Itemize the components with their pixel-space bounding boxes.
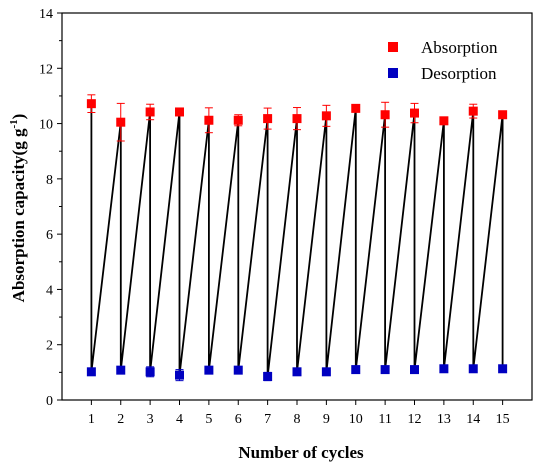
y-tick-label: 14 [39,7,53,22]
y-axis-title-close: ) [9,114,28,120]
absorption-point [380,110,390,120]
absorption-point [116,117,126,127]
x-tick-label: 13 [437,412,451,427]
desorption-point [116,365,126,375]
legend-marker-desorption [388,68,398,78]
x-axis: 1 2 3 4 5 6 7 8 9 10 11 12 13 14 15 [88,400,510,427]
legend-marker-absorption [388,42,398,52]
y-axis-title: Absorption capacity(g g-1) [8,114,28,303]
absorption-point [410,108,419,118]
x-axis-title: Number of cycles [238,443,364,462]
desorption-point [410,365,419,375]
y-axis-title-superscript: -1 [8,119,20,128]
legend-label-desorption: Desorption [421,64,497,83]
y-tick-label: 4 [46,283,53,298]
desorption-point [498,364,508,374]
desorption-point [145,367,155,377]
desorption-point [263,372,273,382]
absorption-point [468,106,478,116]
x-tick-label: 14 [466,412,480,427]
x-tick-label: 8 [294,412,301,427]
y-tick-label: 0 [46,394,53,409]
absorption-point [86,99,96,109]
x-tick-label: 5 [205,412,212,427]
y-tick-label: 8 [46,173,53,188]
x-tick-label: 10 [349,412,363,427]
y-tick-label: 10 [39,118,53,133]
cycle-connector [90,103,504,377]
absorption-point [145,107,155,117]
y-axis-title-main: Absorption capacity(g g [9,128,28,302]
x-tick-label: 11 [378,412,391,427]
absorption-point [175,107,184,117]
x-tick-label: 4 [176,412,183,427]
cycle-connector-lines [90,103,504,377]
desorption-point [351,365,361,375]
desorption-point [439,364,449,374]
desorption-point [86,367,96,377]
x-tick-label: 3 [147,412,154,427]
absorption-point [233,115,243,125]
x-tick-label: 9 [323,412,330,427]
x-tick-label: 7 [264,412,271,427]
desorption-point [380,365,390,375]
x-tick-label: 6 [235,412,242,427]
x-tick-label: 1 [88,412,95,427]
y-tick-label: 12 [39,62,53,77]
absorption-point [321,111,331,121]
x-tick-label: 15 [496,412,510,427]
desorption-point [175,370,184,380]
y-tick-label: 6 [46,228,53,243]
legend-label-absorption: Absorption [421,38,498,57]
desorption-point [468,364,478,374]
desorption-point [292,367,302,377]
absorption-point [439,116,449,126]
legend: Absorption Desorption [388,38,498,83]
x-tick-label: 12 [408,412,422,427]
y-axis: 0 2 4 6 8 10 12 14 [39,7,62,409]
absorption-point [263,114,273,124]
y-tick-label: 2 [46,339,53,354]
data-markers [86,99,508,382]
x-tick-label: 2 [117,412,124,427]
absorption-point [204,115,214,125]
desorption-point [233,365,243,375]
desorption-point [204,365,214,375]
desorption-point [321,367,331,377]
absorption-point [351,103,361,113]
absorption-point [292,114,302,124]
absorption-point [498,110,508,120]
